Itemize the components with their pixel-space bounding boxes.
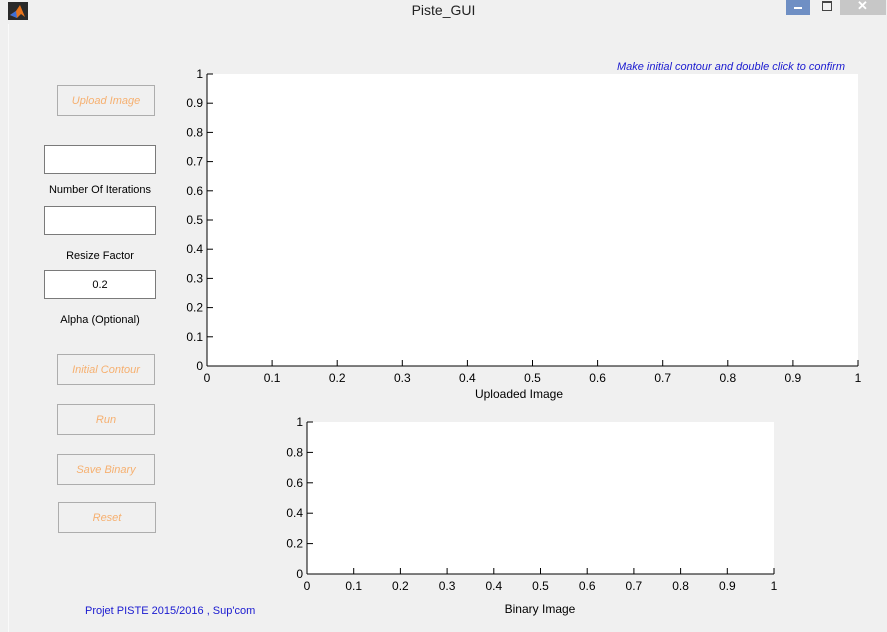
x-tick-label: 0.6 <box>579 579 596 593</box>
x-tick-label: 0.9 <box>785 371 802 385</box>
y-tick-label: 0.4 <box>186 242 203 256</box>
run-button[interactable]: Run <box>57 404 155 435</box>
y-tick-label: 0.4 <box>286 506 303 520</box>
x-axis-label: Binary Image <box>505 602 576 616</box>
y-tick-label: 0.8 <box>186 125 203 139</box>
x-tick-label: 0.9 <box>719 579 736 593</box>
reset-button[interactable]: Reset <box>58 502 156 533</box>
footer-credit: Projet PISTE 2015/2016 , Sup'com <box>85 605 256 617</box>
x-tick-label: 0 <box>204 371 211 385</box>
y-tick-label: 0.5 <box>186 213 203 227</box>
y-tick-label: 0 <box>296 567 303 581</box>
y-tick-label: 0.2 <box>286 537 303 551</box>
y-tick-label: 0.1 <box>186 330 203 344</box>
x-tick-label: 0.7 <box>654 371 671 385</box>
x-tick-label: 0.1 <box>264 371 281 385</box>
y-tick-label: 0.2 <box>186 301 203 315</box>
uploaded-image-axes[interactable]: 0 0.1 0.2 0.3 0.4 0.5 0.6 0.7 0.8 0.9 1 0 0.1 0.2 0.3 0… <box>186 67 861 401</box>
x-tick-label: 0.1 <box>345 579 362 593</box>
minimize-button[interactable] <box>786 0 810 15</box>
x-tick-label: 0.3 <box>394 371 411 385</box>
x-tick-label: 0.7 <box>626 579 643 593</box>
x-tick-label: 0.3 <box>439 579 456 593</box>
x-tick-label: 1 <box>771 579 778 593</box>
x-tick-label: 0.2 <box>392 579 409 593</box>
title-bar: Piste_GUI ✕ <box>0 0 887 24</box>
y-tick-label: 1 <box>196 67 203 81</box>
y-tick-label: 0.6 <box>186 184 203 198</box>
alpha-input[interactable] <box>44 270 156 299</box>
minimize-icon <box>794 7 802 9</box>
close-icon: ✕ <box>857 0 868 13</box>
x-tick-label: 0.8 <box>672 579 689 593</box>
x-tick-label: 0.2 <box>329 371 346 385</box>
y-tick-label: 0.8 <box>286 445 303 459</box>
initial-contour-button[interactable]: Initial Contour <box>57 354 155 385</box>
resize-factor-input[interactable] <box>44 206 156 235</box>
save-binary-button[interactable]: Save Binary <box>57 454 155 485</box>
close-button[interactable]: ✕ <box>840 0 886 15</box>
x-tick-label: 0.8 <box>719 371 736 385</box>
x-tick-label: 0.6 <box>589 371 606 385</box>
x-tick-label: 0.4 <box>485 579 502 593</box>
resize-factor-label: Resize Factor <box>66 250 134 262</box>
x-tick-label: 0.5 <box>524 371 541 385</box>
x-axis-label: Uploaded Image <box>475 387 563 401</box>
window-title: Piste_GUI <box>411 2 476 18</box>
matlab-logo-icon <box>8 2 28 20</box>
x-tick-label: 0.4 <box>459 371 476 385</box>
y-tick-label: 1 <box>296 415 303 429</box>
upload-image-button[interactable]: Upload Image <box>57 85 155 116</box>
x-tick-label: 1 <box>855 371 862 385</box>
maximize-icon <box>822 1 832 11</box>
binary-image-axes[interactable]: 0 0.1 0.2 0.3 0.4 0.5 0.6 0.7 0.8 0.9 1 0 0.2 0.4 0.6 0… <box>286 415 777 616</box>
maximize-button[interactable] <box>819 0 833 15</box>
plot-area[interactable] <box>307 422 774 574</box>
y-tick-label: 0.3 <box>186 271 203 285</box>
plot-area[interactable] <box>207 74 858 366</box>
y-tick-label: 0.7 <box>186 155 203 169</box>
y-tick-label: 0 <box>196 359 203 373</box>
instruction-text: Make initial contour and double click to… <box>616 61 845 73</box>
y-tick-label: 0.9 <box>186 96 203 110</box>
iterations-label: Number Of Iterations <box>48 184 152 196</box>
iterations-input[interactable] <box>44 145 156 174</box>
y-tick-label: 0.6 <box>286 476 303 490</box>
x-tick-label: 0 <box>304 579 311 593</box>
x-tick-label: 0.5 <box>532 579 549 593</box>
alpha-label: Alpha (Optional) <box>60 314 140 326</box>
